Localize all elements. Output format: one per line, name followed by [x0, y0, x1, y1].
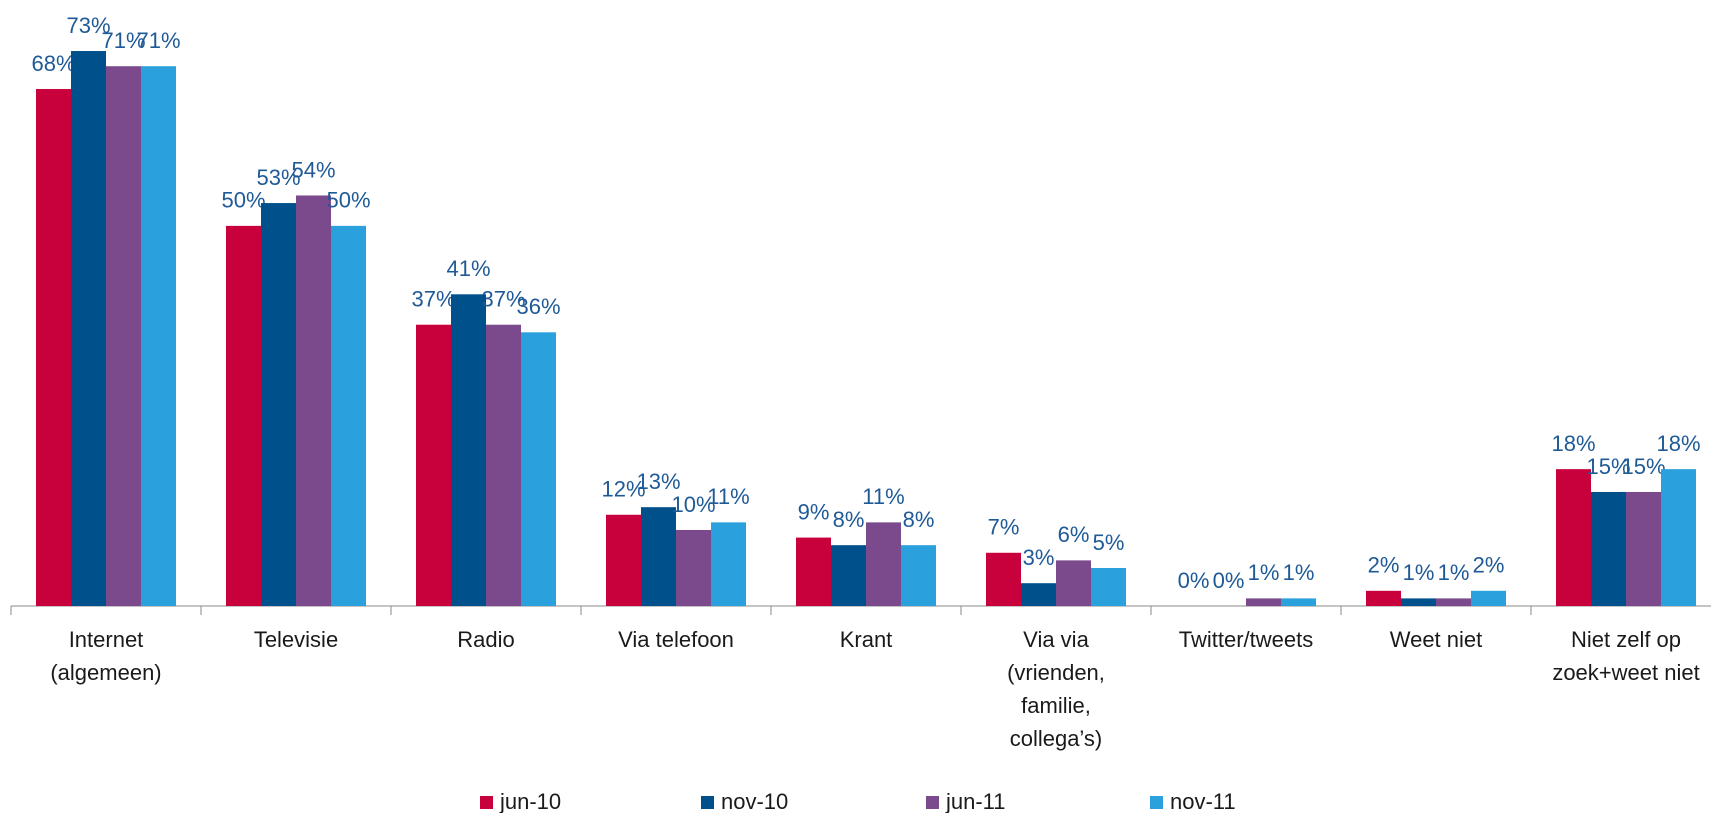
bar: [521, 332, 556, 606]
value-label: 1%: [1283, 560, 1315, 585]
value-label: 71%: [136, 28, 180, 53]
legend-label: jun-11: [945, 789, 1006, 813]
bar: [796, 537, 831, 606]
value-label: 15%: [1586, 454, 1630, 479]
value-label: 37%: [411, 287, 455, 312]
value-label: 68%: [31, 51, 75, 76]
bar: [1056, 560, 1091, 606]
legend-label: nov-10: [721, 789, 788, 813]
legend-swatch: [1150, 796, 1163, 809]
value-label: 8%: [903, 507, 935, 532]
value-label: 13%: [636, 469, 680, 494]
bar: [261, 203, 296, 607]
bar: [831, 545, 866, 606]
bar: [1246, 598, 1281, 606]
value-label: 10%: [671, 492, 715, 517]
value-label: 12%: [601, 477, 645, 502]
value-label: 2%: [1473, 553, 1505, 578]
bar: [486, 324, 521, 606]
legend-label: nov-11: [1170, 789, 1236, 813]
bar: [106, 66, 141, 606]
bar: [1401, 598, 1436, 606]
value-label: 37%: [481, 287, 525, 312]
bar: [1626, 491, 1661, 606]
bar: [36, 89, 71, 607]
bar: [1091, 567, 1126, 606]
bar: [676, 529, 711, 606]
bar: [1021, 583, 1056, 606]
value-label: 36%: [516, 294, 560, 319]
x-tick-label: Via telefoon: [618, 627, 734, 652]
value-label: 1%: [1248, 560, 1280, 585]
value-label: 54%: [291, 157, 335, 182]
x-tick-label: Niet zelf op zoek+weet niet: [1552, 627, 1699, 685]
value-label: 3%: [1023, 545, 1055, 570]
value-label: 8%: [833, 507, 865, 532]
value-label: 11%: [707, 484, 749, 509]
legend-swatch: [926, 796, 939, 809]
bar: [331, 225, 366, 606]
legend-label: jun-10: [499, 789, 561, 813]
value-label: 1%: [1403, 560, 1435, 585]
value-label: 71%: [101, 28, 145, 53]
bar: [226, 225, 261, 606]
x-tick-label: Televisie: [254, 627, 338, 652]
bar: [1281, 598, 1316, 606]
value-label: 41%: [446, 256, 490, 281]
bar: [641, 507, 676, 606]
bar: [141, 66, 176, 606]
bar: [71, 51, 106, 607]
legend-swatch: [701, 796, 714, 809]
value-label: 2%: [1368, 553, 1400, 578]
value-label: 5%: [1093, 530, 1125, 555]
value-label: 50%: [326, 188, 370, 213]
x-tick-label: Krant: [840, 627, 893, 652]
x-tick-label: Radio: [457, 627, 514, 652]
bar: [296, 195, 331, 606]
bar: [711, 522, 746, 606]
x-tick-label: Internet (algemeen): [50, 627, 161, 685]
value-label: 7%: [988, 515, 1020, 540]
bar: [606, 514, 641, 606]
bar: [866, 522, 901, 606]
legend-swatch: [480, 796, 493, 809]
value-label: 18%: [1656, 431, 1700, 456]
x-tick-label: Weet niet: [1390, 627, 1483, 652]
bar: [1556, 469, 1591, 606]
x-tick-label: Twitter/tweets: [1179, 627, 1313, 652]
bar: [1366, 590, 1401, 606]
value-label: 1%: [1438, 560, 1470, 585]
bar: [451, 294, 486, 606]
value-label: 0%: [1213, 568, 1245, 593]
value-label: 6%: [1058, 522, 1090, 547]
x-tick-label: Via via (vrienden, familie, collega’s): [1007, 627, 1105, 751]
value-label: 9%: [798, 499, 830, 524]
bar: [986, 552, 1021, 606]
bar: [416, 324, 451, 606]
value-label: 18%: [1551, 431, 1595, 456]
value-label: 73%: [66, 13, 110, 38]
value-label: 50%: [221, 188, 265, 213]
bar: [901, 545, 936, 606]
bar: [1591, 491, 1626, 606]
bar: [1436, 598, 1471, 606]
value-label: 11%: [862, 484, 904, 509]
value-label: 53%: [256, 165, 300, 190]
bar: [1471, 590, 1506, 606]
value-label: 15%: [1621, 454, 1665, 479]
bar: [1661, 469, 1696, 606]
value-label: 0%: [1178, 568, 1210, 593]
